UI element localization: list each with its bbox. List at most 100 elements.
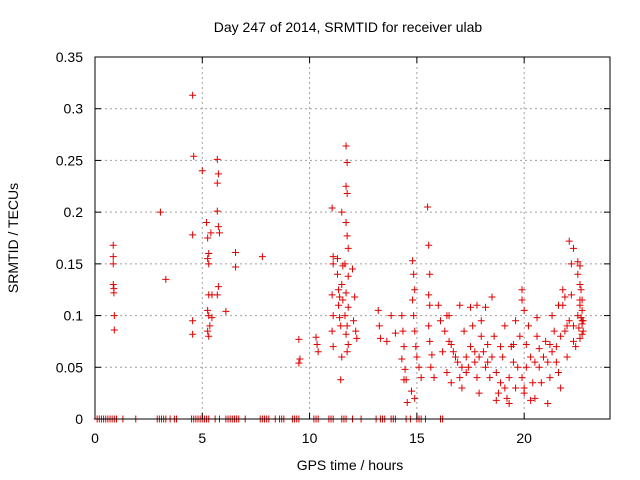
data-point: [552, 358, 560, 366]
data-point: [546, 374, 554, 382]
data-point: [208, 314, 216, 322]
data-point: [482, 363, 490, 371]
data-point: [312, 333, 320, 341]
data-point: [189, 330, 197, 338]
data-point: [577, 286, 585, 294]
data-point: [329, 253, 337, 261]
data-point: [454, 358, 462, 366]
data-point: [572, 343, 580, 351]
data-point: [576, 301, 584, 309]
data-point: [204, 327, 212, 335]
data-point: [516, 332, 524, 340]
data-point: [409, 296, 417, 304]
data-point: [565, 237, 573, 245]
data-point: [509, 358, 517, 366]
data-point: [559, 286, 567, 294]
data-point: [548, 312, 556, 320]
data-point: [484, 358, 492, 366]
data-point: [537, 379, 545, 387]
data-point: [501, 322, 509, 330]
data-point: [342, 330, 350, 338]
data-point: [473, 374, 481, 382]
data-point: [410, 270, 418, 278]
data-point: [110, 289, 118, 297]
x-tick-label: 5: [198, 430, 206, 446]
data-point: [574, 258, 582, 266]
data-point: [518, 296, 526, 304]
data-point: [579, 327, 587, 335]
data-point: [456, 374, 464, 382]
data-point: [555, 301, 562, 309]
data-point: [411, 286, 419, 294]
data-point: [520, 306, 528, 314]
data-point: [561, 293, 569, 301]
data-point: [328, 204, 336, 212]
data-point: [205, 260, 213, 268]
y-tick-label: 0.1: [64, 308, 84, 324]
data-point: [501, 384, 509, 392]
data-point: [344, 303, 352, 311]
data-point: [391, 329, 399, 337]
data-point: [464, 363, 472, 371]
data-point: [441, 327, 449, 335]
data-point: [190, 152, 198, 160]
data-point: [343, 322, 351, 330]
data-point: [425, 322, 433, 330]
data-point: [314, 348, 322, 356]
data-point: [205, 250, 213, 258]
data-point: [529, 379, 537, 387]
data-point: [335, 286, 343, 294]
data-point: [497, 343, 505, 351]
data-point: [486, 374, 494, 382]
data-point: [469, 322, 477, 330]
data-point: [343, 348, 351, 356]
data-point: [426, 337, 434, 345]
data-point: [544, 399, 552, 407]
data-point: [579, 317, 587, 325]
y-tick-label: 0.2: [64, 204, 84, 220]
data-point: [427, 363, 435, 371]
data-point: [436, 317, 444, 325]
data-point: [505, 374, 513, 382]
data-point: [576, 281, 584, 289]
data-point: [492, 396, 500, 404]
data-point: [333, 270, 341, 278]
data-point: [522, 363, 530, 371]
data-point: [499, 353, 507, 361]
data-point: [341, 312, 349, 320]
data-point: [408, 387, 416, 395]
data-point: [492, 368, 500, 376]
data-point: [443, 368, 451, 376]
data-point: [401, 365, 409, 373]
data-point: [343, 190, 351, 198]
data-point: [412, 343, 420, 351]
data-point: [342, 142, 350, 150]
data-point: [350, 317, 358, 325]
data-point: [535, 345, 543, 353]
plot-frame: [94, 56, 611, 420]
data-point: [477, 332, 485, 340]
data-point: [329, 343, 337, 351]
data-point: [400, 343, 408, 351]
data-point: [329, 260, 337, 268]
data-point: [425, 291, 433, 299]
data-point: [488, 293, 496, 301]
data-point: [296, 355, 304, 363]
data-point: [576, 262, 584, 270]
data-point: [336, 293, 344, 301]
data-point: [189, 91, 197, 99]
data-point: [232, 263, 240, 271]
data-point: [505, 399, 513, 407]
data-point: [539, 353, 547, 361]
data-point: [353, 334, 361, 342]
data-point: [575, 324, 583, 332]
data-point: [110, 312, 118, 320]
data-point: [443, 312, 451, 320]
data-point: [205, 332, 213, 340]
data-point: [329, 312, 337, 320]
data-point: [578, 306, 586, 314]
data-point: [527, 353, 535, 361]
data-point: [563, 353, 571, 361]
data-point: [189, 231, 197, 239]
